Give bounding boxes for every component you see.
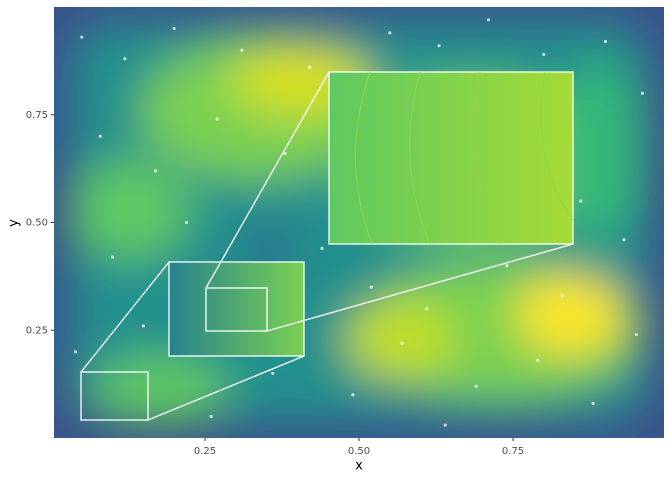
y-tick-label: 0.75 bbox=[26, 110, 48, 121]
x-tick-label: 0.75 bbox=[502, 446, 524, 457]
point bbox=[141, 324, 145, 328]
point bbox=[579, 199, 583, 203]
x-tick-label: 0.50 bbox=[348, 446, 370, 457]
point bbox=[542, 52, 546, 57]
point bbox=[536, 358, 540, 363]
point bbox=[591, 401, 595, 406]
point bbox=[388, 31, 392, 35]
point bbox=[209, 414, 213, 419]
point bbox=[320, 246, 324, 250]
point bbox=[486, 18, 490, 22]
point bbox=[443, 423, 447, 427]
point bbox=[622, 238, 626, 242]
point bbox=[369, 285, 373, 289]
point bbox=[110, 255, 115, 259]
point bbox=[184, 220, 189, 225]
point bbox=[215, 117, 219, 121]
point bbox=[98, 134, 102, 138]
point bbox=[308, 65, 312, 69]
x-axis-title: x bbox=[355, 459, 363, 474]
point bbox=[271, 371, 275, 375]
y-tick-label: 0.25 bbox=[26, 325, 48, 336]
point bbox=[505, 264, 509, 268]
point bbox=[172, 26, 176, 31]
y-tick-label: 0.50 bbox=[26, 218, 48, 229]
x-tick-label: 0.25 bbox=[194, 446, 216, 457]
y-axis-title: y bbox=[7, 219, 22, 227]
point bbox=[640, 91, 645, 95]
point bbox=[425, 307, 429, 311]
point bbox=[73, 350, 78, 354]
point bbox=[351, 393, 355, 397]
point bbox=[154, 169, 158, 173]
point bbox=[123, 57, 127, 61]
point bbox=[474, 384, 478, 388]
point bbox=[634, 332, 638, 337]
point bbox=[283, 151, 287, 156]
point bbox=[400, 341, 404, 345]
point bbox=[560, 294, 564, 298]
point bbox=[80, 35, 84, 39]
point bbox=[437, 44, 441, 48]
point bbox=[603, 39, 608, 44]
zoom-insets bbox=[80, 71, 574, 421]
point bbox=[240, 48, 244, 52]
